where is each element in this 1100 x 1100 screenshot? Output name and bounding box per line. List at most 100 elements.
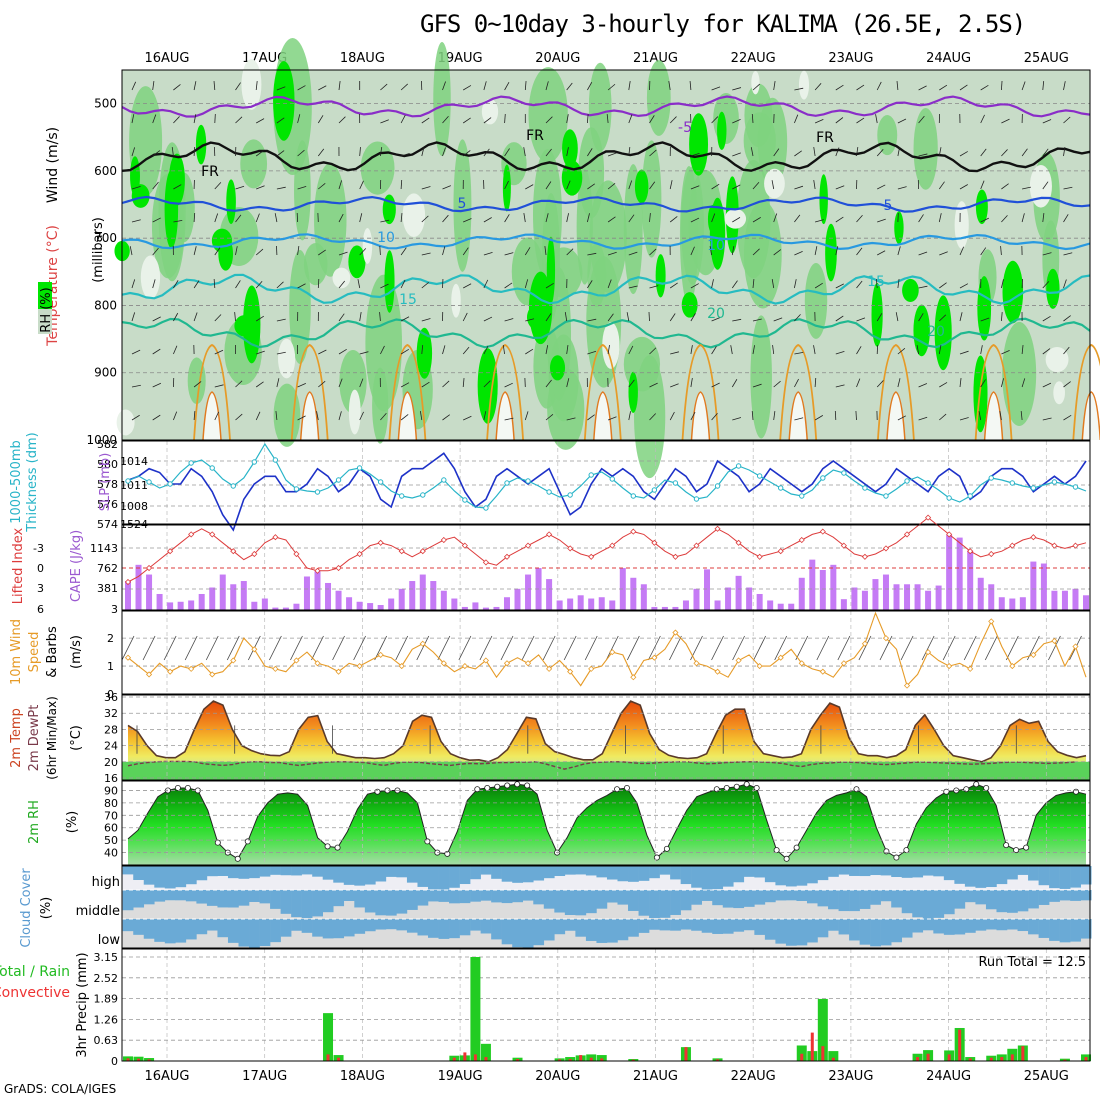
wind-barb: [442, 380, 450, 388]
surface-heat-core: [397, 391, 418, 441]
wind-speed-marker: [482, 657, 489, 664]
rh-saturated-band: [934, 295, 952, 371]
thickness-marker: [1030, 485, 1037, 491]
precip-convective-bar: [126, 1058, 130, 1061]
cloud-cover-cell: [512, 919, 524, 948]
wind-barb: [876, 149, 884, 157]
cloud-cover-cell: [227, 919, 239, 943]
cloud-cover-cell: [196, 866, 208, 881]
wind-barb: [918, 115, 925, 124]
wind-speed-marker: [145, 671, 153, 678]
wind-barb: [980, 114, 985, 124]
rh-marker: [753, 784, 760, 791]
surface-wind-barb: [858, 635, 872, 661]
cape-bar: [377, 605, 384, 610]
wind-barb: [566, 345, 569, 355]
wind-barb: [732, 417, 742, 421]
cloud-cover-cell: [954, 866, 966, 884]
wind-barb: [504, 382, 513, 388]
cloud-cover-cell: [322, 919, 334, 939]
cloud-cover-cell: [596, 866, 608, 878]
surface-wind-barb: [648, 635, 661, 661]
wind-barb: [587, 183, 596, 190]
cloud-cover-cell: [1017, 919, 1029, 932]
cloud-cover-cell: [891, 919, 903, 943]
cape-bar: [988, 584, 995, 610]
cloud-cover-cell: [659, 866, 671, 875]
wind-barb: [628, 81, 631, 91]
cape-bar: [1019, 597, 1026, 610]
li-marker: [609, 542, 616, 549]
thickness-tick-label: 576: [97, 498, 118, 511]
cape-bar: [167, 602, 174, 610]
cloud-cover-cell: [775, 919, 787, 944]
cloud-cover-cell: [806, 866, 818, 884]
wind-barb: [483, 345, 489, 355]
wind-barb: [525, 184, 534, 190]
cloud-cover-cell: [649, 890, 660, 919]
cloud-cover-cell: [522, 890, 534, 901]
temp-panel-frame: [121, 694, 1091, 781]
rh-marker: [613, 786, 620, 793]
wind-barb: [525, 348, 534, 355]
cloud-cover-cell: [628, 866, 639, 882]
cloud-cover-cell: [301, 890, 313, 919]
contour-label: 5: [458, 196, 467, 212]
wind-barb: [214, 314, 222, 322]
rh-saturated-band: [717, 111, 727, 150]
wind-barb: [442, 81, 446, 91]
rh-moist-band: [641, 140, 662, 258]
cloud-cover-cell: [933, 919, 945, 934]
wind-speed-marker: [314, 660, 321, 667]
cloud-cover-cell: [743, 866, 755, 877]
cloud-cover-cell: [417, 890, 429, 906]
wind-barb: [255, 381, 264, 388]
cape-bar: [946, 535, 953, 610]
wind-barb: [317, 148, 325, 157]
cloud-cover-cell: [406, 890, 418, 910]
wind-barb: [380, 119, 389, 124]
wind-barb: [338, 348, 347, 355]
cloud-cover-cell: [712, 866, 724, 890]
cloud-cover-cell: [375, 866, 387, 882]
cape-bar: [461, 606, 468, 610]
wind-barb: [566, 180, 571, 190]
wind-barb: [649, 285, 659, 289]
wind-barb: [856, 280, 863, 289]
wind-barb: [773, 148, 780, 157]
li-marker: [482, 559, 489, 566]
cloud-cover-cell: [828, 890, 839, 910]
wind-barb: [379, 312, 381, 322]
cloud-cover-cell: [1049, 890, 1060, 902]
cloud-cover-cell: [259, 866, 271, 877]
wind-barb: [421, 281, 430, 289]
cloud-cover-cell: [670, 890, 681, 915]
rh-tick-label: 70: [104, 809, 118, 822]
wind-barb: [628, 147, 631, 157]
cape-bar: [798, 577, 805, 610]
cloud-cover-cell: [880, 890, 892, 902]
cloud-cover-cell: [385, 890, 397, 916]
wind-barb: [131, 147, 136, 157]
wind-speed-marker: [356, 663, 363, 670]
thickness-marker: [1072, 484, 1079, 490]
cloud-cover-cell: [270, 890, 281, 909]
wind-barb: [421, 252, 431, 256]
cloud-cover-cell: [143, 890, 155, 905]
wind-barb: [773, 249, 782, 256]
li-tick-label: 6: [37, 603, 44, 616]
cloud-cover-cell: [891, 890, 903, 908]
wind-barb: [1042, 281, 1050, 289]
wind-barb: [255, 150, 264, 157]
rh-dry-band: [278, 338, 296, 379]
wind-barb: [173, 411, 178, 421]
wind-barb: [338, 280, 346, 289]
surface-wind-barb: [353, 635, 366, 661]
wind-barb: [938, 213, 942, 223]
cloud-cover-cell: [249, 866, 260, 879]
cape-bar: [335, 590, 342, 610]
cloud-cover-cell: [291, 866, 302, 876]
cape-bar: [177, 601, 184, 610]
wind-barb: [938, 345, 942, 355]
